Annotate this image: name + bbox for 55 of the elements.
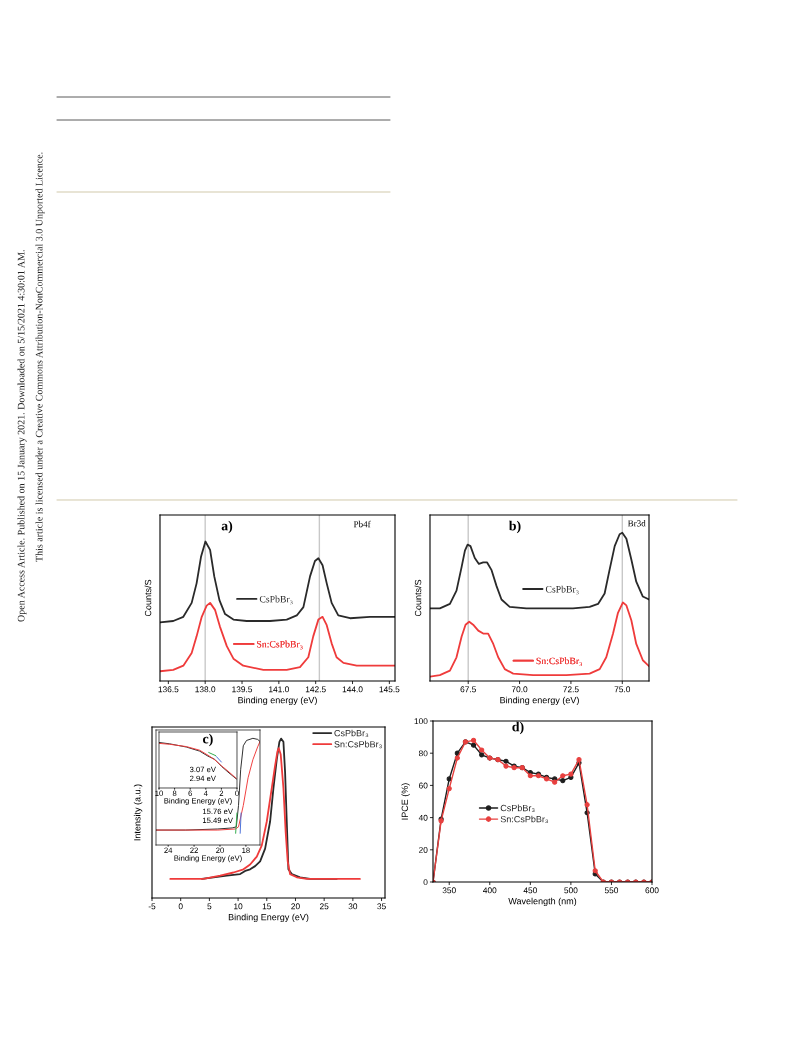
- y-tick-label: 60: [419, 782, 428, 789]
- x-tick-label: 400: [483, 887, 497, 894]
- x-tick-label: 72.5: [563, 686, 579, 693]
- y-tick-label: 40: [418, 814, 428, 821]
- x-tick-label: 70.0: [511, 686, 528, 693]
- y-axis-title: Counts/S: [414, 579, 422, 617]
- x-tick-label: 67.5: [460, 686, 476, 693]
- legend-label: Sn:CsPbBr₃: [257, 640, 303, 650]
- x-tick-label: 30: [348, 903, 358, 910]
- x-tick-label: 5: [207, 903, 212, 910]
- y-tick-label: 0: [423, 879, 428, 886]
- x-tick-label: 35: [377, 903, 386, 910]
- x-tick-label: 10: [234, 903, 243, 910]
- legend-label: CsPbBr₃: [334, 729, 369, 738]
- x-tick-label: 20: [291, 903, 300, 910]
- legend-label: Sn:CsPbBr₃: [536, 657, 583, 667]
- text: Open Access Article. Published on 15 January 2021. Downloaded on 5/15/2021 4:30:01 AM.: [17, 250, 27, 622]
- x-axis-title: Binding energy (eV): [500, 696, 579, 706]
- x-tick-label: 350: [442, 887, 456, 894]
- x-tick-label: 0: [178, 903, 183, 910]
- x-tick-label: 142.5: [305, 686, 326, 693]
- x-tick-label: 25: [319, 903, 329, 910]
- y-axis-title: IPCE (%): [401, 783, 410, 820]
- x-tick-label: 500: [564, 887, 578, 894]
- x-axis-title: Binding energy (eV): [238, 696, 317, 706]
- legend-label: CsPbBr₃: [259, 595, 293, 605]
- x-tick-label: 600: [645, 887, 659, 894]
- x-tick-label: 141.0: [269, 686, 289, 693]
- y-axis-title: Intensity (a.u.): [133, 784, 143, 841]
- x-tick-label: 138.0: [195, 686, 216, 693]
- x-tick-label: 144.0: [342, 686, 363, 693]
- text: This article is licensed under a Creative Commons Attribution-NonCommercial 3.0 Unported Licence.: [35, 152, 45, 562]
- x-tick-label: 145.5: [379, 686, 400, 693]
- x-tick-label: 15: [262, 903, 272, 910]
- chart-title: b): [508, 520, 521, 534]
- x-tick-label: 136.5: [158, 686, 179, 693]
- text: Br3d: [627, 520, 646, 527]
- text: Pb4f: [353, 520, 371, 528]
- x-tick-label: 550: [604, 887, 619, 894]
- legend-label: Sn:CsPbBr₃: [334, 740, 382, 749]
- legend-label: CsPbBr₃: [500, 804, 535, 812]
- y-tick-label: 100: [414, 718, 428, 725]
- chart-title: c): [203, 733, 213, 747]
- chart-title: d): [512, 721, 524, 735]
- x-tick-label: 450: [523, 887, 537, 894]
- x-axis-title: Binding Energy (eV): [228, 913, 309, 923]
- chart-title: a): [221, 520, 233, 534]
- y-axis-title: Counts/S: [144, 579, 152, 617]
- legend-label: CsPbBr₃: [545, 585, 579, 595]
- legend-label: Sn:CsPbBr₃: [500, 815, 549, 824]
- x-tick-label: 75.0: [614, 686, 631, 693]
- x-axis-title: Wavelength (nm): [508, 897, 577, 907]
- x-tick-label: -5: [148, 903, 156, 910]
- x-tick-label: 139.5: [232, 686, 253, 693]
- y-tick-label: 80: [418, 750, 428, 757]
